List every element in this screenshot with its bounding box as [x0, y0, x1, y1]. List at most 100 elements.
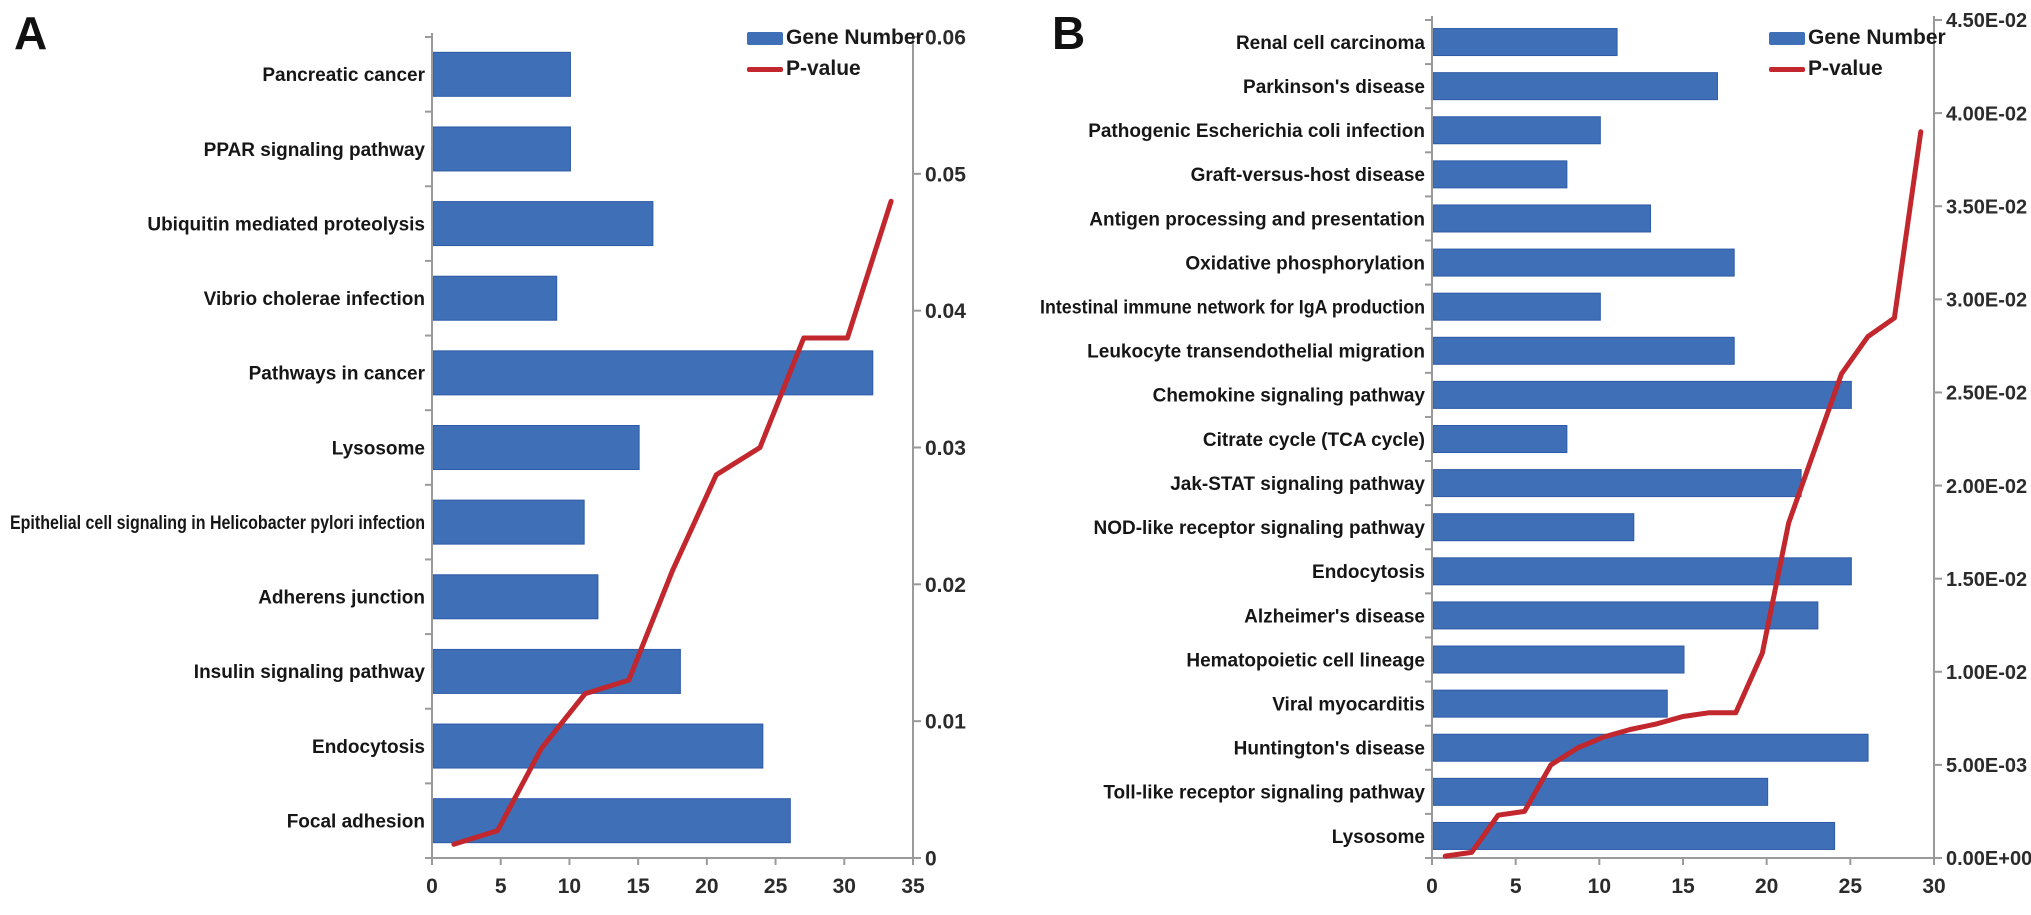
bar-panel_a-pathways-in-cancer: [432, 350, 874, 396]
legend-p-value-label: P-value: [786, 57, 861, 80]
panel_b-secondary-tick-label: 2.50E-02: [1946, 383, 2027, 405]
panel_a-category-label-ubiquitin-mediated-proteolysis: Ubiquitin mediated proteolysis: [147, 214, 425, 235]
bar-panel_b-alzheimer-s-disease: [1432, 601, 1819, 630]
panel_a-secondary-tick-label: 0.01: [925, 711, 966, 734]
panel_a-category-label-lysosome: Lysosome: [332, 438, 425, 459]
panel_b-x-tick-label: 10: [1588, 875, 1611, 898]
panel_b-secondary-tick-label: 3.00E-02: [1946, 290, 2027, 312]
panel_b-secondary-tick-label: 3.50E-02: [1946, 196, 2027, 218]
panel_a-category-label-ppar-signaling-pathway: PPAR signaling pathway: [204, 140, 426, 161]
panel_b-category-label-parkinson-s-disease: Parkinson's disease: [1243, 77, 1425, 98]
panel_b-secondary-tick-label: 4.00E-02: [1946, 103, 2027, 125]
panel_a-p-value-line: [451, 198, 894, 847]
panel_b-p-value-line: [1442, 129, 1924, 859]
bar-panel_a-pancreatic-cancer: [432, 51, 571, 97]
panel_b-category-label-nod-like-receptor-signaling-pathway: NOD-like receptor signaling pathway: [1093, 518, 1425, 539]
panel_a-category-label-pathways-in-cancer: Pathways in cancer: [249, 364, 426, 385]
panel_a-category-label-epithelial-cell-signaling-in-helicobacter-pylori-infection: Epithelial cell signaling in Helicobacte…: [10, 513, 425, 534]
panel_a-x-tick-label: 5: [495, 875, 507, 898]
panel_b-category-label-citrate-cycle-tca-cycle: Citrate cycle (TCA cycle): [1203, 430, 1425, 451]
panel_a-secondary-tick-label: 0.05: [925, 163, 966, 186]
panel_b-category-label-leukocyte-transendothelial-migration: Leukocyte transendothelial migration: [1087, 342, 1425, 363]
panel_a-secondary-tick-label: 0.03: [925, 437, 966, 460]
panel_b-secondary-tick-label: 1.50E-02: [1946, 569, 2027, 591]
bar-panel_b-leukocyte-transendothelial-migration: [1432, 336, 1735, 365]
panel_b-category-label-viral-myocarditis: Viral myocarditis: [1272, 694, 1425, 715]
bar-panel_b-citrate-cycle-tca-cycle: [1432, 425, 1568, 453]
bar-panel_a-endocytosis: [432, 723, 764, 769]
panel_b-secondary-tick-label: 2.00E-02: [1946, 476, 2027, 498]
panel_a-category-label-vibrio-cholerae-infection: Vibrio cholerae infection: [204, 289, 425, 310]
bar-panel_b-endocytosis: [1432, 557, 1852, 586]
bar-panel_b-graft-versus-host-disease: [1432, 160, 1568, 189]
bar-panel_b-renal-cell-carcinoma: [1432, 28, 1618, 57]
panel_b-x-tick-label: 20: [1755, 875, 1778, 898]
bar-panel_a-epithelial-cell-signaling-in-helicobacter-pylori-infection: [432, 499, 585, 545]
panel_b-category-label-lysosome: Lysosome: [1332, 827, 1425, 848]
bar-panel_a-ppar-signaling-pathway: [432, 126, 571, 172]
panel_a-secondary-tick-label: 0: [925, 848, 937, 871]
bar-panel_b-hematopoietic-cell-lineage: [1432, 645, 1685, 674]
legend-gene-number-label: Gene Number: [1808, 26, 1946, 49]
panel_b-category-label-huntington-s-disease: Huntington's disease: [1234, 739, 1425, 760]
panel_b-category-label-oxidative-phosphorylation: Oxidative phosphorylation: [1185, 253, 1425, 274]
panel_b-category-label-pathogenic-escherichia-coli-infection: Pathogenic Escherichia coli infection: [1088, 121, 1425, 142]
panel_a-category-label-pancreatic-cancer: Pancreatic cancer: [262, 65, 425, 86]
panel_b-secondary-tick-label: 1.00E-02: [1946, 662, 2027, 684]
panel_b-category-label-hematopoietic-cell-lineage: Hematopoietic cell lineage: [1186, 650, 1425, 671]
legend-panel-a: Gene Number P-value: [747, 26, 924, 80]
bar-panel_b-huntington-s-disease: [1432, 733, 1869, 762]
p-value-swatch-icon: [1769, 66, 1805, 72]
panel_a-category-label-focal-adhesion: Focal adhesion: [287, 812, 425, 833]
bar-panel_b-nod-like-receptor-signaling-pathway: [1432, 513, 1635, 542]
panel_a-x-tick-label: 35: [901, 875, 925, 898]
gene-number-swatch-icon: [747, 31, 783, 45]
panel_b-x-tick-label: 5: [1510, 875, 1522, 898]
gene-number-swatch-icon: [1769, 31, 1805, 45]
panel_b-x-tick-label: 15: [1671, 875, 1695, 898]
bar-panel_b-chemokine-signaling-pathway: [1432, 380, 1852, 409]
bar-panel_a-focal-adhesion: [432, 798, 791, 844]
panel_b-secondary-tick-label: 4.50E-02: [1946, 10, 2027, 32]
bar-panel_a-lysosome: [432, 425, 640, 470]
legend-p-value-label: P-value: [1808, 57, 1883, 80]
panel_a-secondary-tick-label: 0.02: [925, 574, 966, 597]
legend-gene-number-label: Gene Number: [786, 26, 924, 49]
panel_b-category-label-toll-like-receptor-signaling-pathway: Toll-like receptor signaling pathway: [1103, 783, 1425, 804]
panel_a-category-label-adherens-junction: Adherens junction: [258, 588, 425, 609]
panel_b-secondary-tick-label: 5.00E-03: [1946, 755, 2027, 777]
panel-b-label: B: [1052, 7, 1086, 59]
bar-panel_b-viral-myocarditis: [1432, 689, 1668, 718]
bar-panel_b-jak-stat-signaling-pathway: [1432, 469, 1802, 498]
legend-item-gene-number: Gene Number: [747, 26, 924, 49]
panel_b-category-label-graft-versus-host-disease: Graft-versus-host disease: [1191, 165, 1425, 186]
legend-item-gene-number: Gene Number: [1769, 26, 1946, 49]
panel_a-secondary-tick-label: 0.04: [925, 300, 966, 323]
panel_a-category-label-insulin-signaling-pathway: Insulin signaling pathway: [194, 662, 426, 683]
bar-panel_a-ubiquitin-mediated-proteolysis: [432, 201, 654, 247]
bar-panel_a-adherens-junction: [432, 574, 599, 620]
panel_a-x-tick-label: 0: [426, 875, 438, 898]
panel_b-x-tick-label: 30: [1922, 875, 1945, 898]
panel_a-x-tick-label: 10: [558, 875, 581, 898]
panel_b-category-label-intestinal-immune-network-for-iga-production: Intestinal immune network for IgA produc…: [1040, 298, 1425, 319]
panel_a-x-tick-label: 30: [833, 875, 856, 898]
panel_a-x-tick-label: 20: [695, 875, 718, 898]
bar-panel_b-lysosome: [1432, 821, 1836, 850]
bar-panel_b-intestinal-immune-network-for-iga-production: [1432, 292, 1601, 321]
legend-item-p-value: P-value: [1769, 57, 1946, 80]
panel_b-x-tick-label: 25: [1839, 875, 1863, 898]
panel_a-category-label-endocytosis: Endocytosis: [312, 737, 425, 758]
panel-a-label: A: [14, 7, 48, 59]
bar-panel_b-parkinson-s-disease: [1432, 72, 1718, 101]
bar-panel_a-vibrio-cholerae-infection: [432, 275, 558, 321]
panel_b-x-tick-label: 0: [1426, 875, 1438, 898]
panel_a-secondary-tick-label: 0.06: [925, 27, 966, 50]
panel_a-x-tick-label: 15: [626, 875, 650, 898]
panel_b-category-label-antigen-processing-and-presentation: Antigen processing and presentation: [1089, 209, 1425, 230]
panel_a-x-tick-label: 25: [764, 875, 788, 898]
panel_b-category-label-endocytosis: Endocytosis: [1312, 562, 1425, 583]
bar-panel_b-antigen-processing-and-presentation: [1432, 204, 1652, 233]
legend-panel-b: Gene Number P-value: [1769, 26, 1946, 80]
